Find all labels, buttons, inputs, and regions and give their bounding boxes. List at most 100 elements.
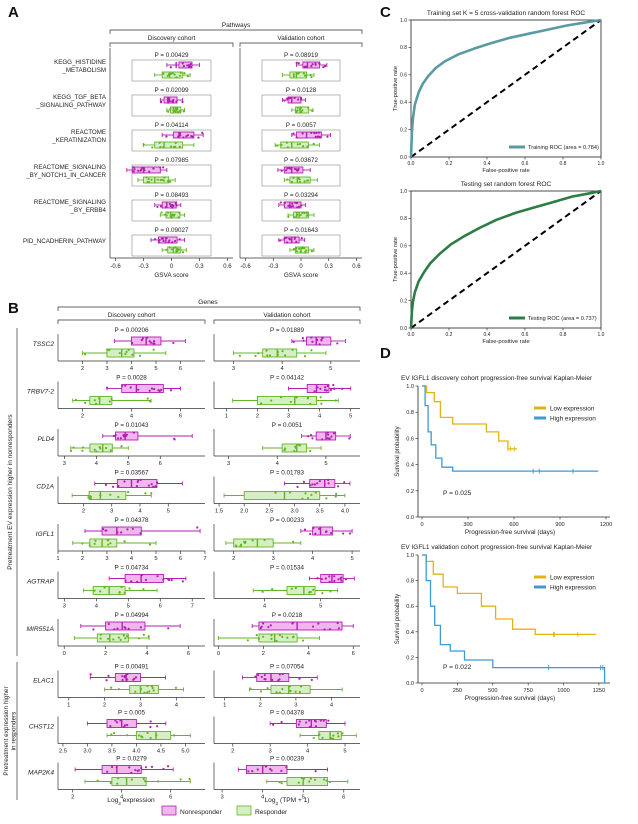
panel-b-responder-point [131, 353, 134, 356]
panel-b-responder-point [81, 542, 84, 545]
panel-b-responder-point [310, 349, 313, 352]
panel-b-nonresponder-point [149, 341, 153, 344]
panel-b-responder-point [266, 687, 269, 690]
panel-b-nonresponder-point [146, 336, 149, 339]
panel-a-responder-point [310, 76, 313, 79]
panel-b-nonresponder-point [308, 719, 311, 722]
panel-b-responder-point [142, 588, 145, 591]
panel-a-responder-point [295, 211, 298, 214]
panel-b-nonresponder-point [105, 679, 108, 682]
panel-b-responder-point [284, 447, 287, 450]
panel-b-tick-label: 4 [130, 556, 134, 562]
panel-a-responder-point [177, 216, 180, 219]
panel-b-nonresponder-point [328, 575, 331, 578]
panel-a-responder-point [303, 246, 306, 250]
panel-b-responder-point [106, 637, 110, 640]
panel-a-responder-point [295, 110, 298, 113]
panel-b-tick-label: 2 [103, 703, 106, 709]
panel-b-p-value: P = 0.005 [118, 710, 146, 717]
panel-b-tick-label: 1 [225, 414, 228, 420]
panel-b-responder-point [156, 780, 160, 783]
panel-b-responder-point [130, 778, 133, 781]
panel-a-responder-point [160, 211, 163, 214]
panel-a-responder-point [286, 178, 289, 181]
panel-a-responder-point [159, 146, 162, 149]
panel-a-responder-point [159, 178, 162, 182]
panel-b-tick-label: 4 [318, 414, 322, 420]
panel-b-nonresponder-point [318, 343, 321, 346]
panel-b-responder-point [302, 777, 306, 780]
legend-nonresponder-swatch [161, 805, 177, 816]
panel-b-responder-point [336, 732, 339, 735]
panel-b-gene-label: IGFL1 [36, 531, 55, 538]
panel-b-responder-box [262, 348, 298, 358]
panel-b-tick-label: 1.5 [215, 509, 223, 515]
panel-b-nonresponder-point [113, 628, 116, 631]
panel-b-tick-label: 3 [63, 461, 66, 467]
panel-b-nonresponder-point [152, 388, 156, 391]
panel-a-responder-point [304, 250, 307, 253]
panel-b-nonresponder-point [324, 530, 328, 534]
panel-b-nonresponder-point [110, 765, 114, 769]
panel-b-tick-label: 6 [169, 795, 172, 801]
panel-b-responder-point [306, 497, 310, 500]
roc-curve [409, 189, 602, 329]
roc-chance-line [410, 19, 602, 158]
panel-a-responder-point [297, 177, 300, 180]
panel-a-nonresponder-point [133, 168, 136, 171]
panel-b-nonresponder-point [260, 675, 263, 679]
roc-y-tick-label: 0.0 [400, 155, 407, 161]
panel-a-nonresponder-point [173, 239, 177, 243]
panel-b-nonresponder-point [126, 673, 129, 676]
panel-a-responder-point [147, 177, 150, 181]
panel-b-nonresponder-point [323, 388, 327, 392]
panel-b-responder-point [93, 448, 96, 451]
panel-a-nonresponder-point [289, 238, 292, 241]
panel-b-nonresponder-point [307, 435, 310, 438]
panel-b-responder-point [303, 355, 307, 358]
km-x-tick-label: 300 [463, 522, 472, 528]
panel-b-tick-label: 3 [105, 556, 108, 562]
panel-b-nonresponder-point [134, 676, 138, 679]
panel-a-nonresponder-point [289, 96, 292, 100]
panel-b-nonresponder-point [105, 386, 109, 389]
panel-a-responder-point [173, 73, 176, 76]
panel-a-nonresponder-point [181, 100, 184, 104]
panel-a-nonresponder-point [142, 167, 146, 170]
panel-b-tick-label: 4 [263, 604, 267, 610]
panel-b-nonresponder-point [168, 578, 171, 582]
panel-b-responder-point [257, 637, 261, 640]
panel-a-responder-point [175, 76, 178, 79]
panel-a-nonresponder-point [296, 206, 299, 209]
panel-b-nonresponder-point [269, 624, 272, 627]
panel-b-responder-point [275, 691, 278, 694]
panel-b-tick-label: 6 [179, 366, 182, 372]
panel-a-tick-label: 0.6 [223, 264, 232, 270]
panel-b-nonresponder-point [291, 622, 294, 625]
panel-b-responder-point [300, 776, 303, 780]
panel-a-row-label: REACTOME_SIGNALING [34, 164, 106, 171]
panel-b-nonresponder-point [148, 340, 151, 343]
panel-a-responder-point [186, 75, 190, 78]
km-x-tick-label: 250 [453, 688, 462, 694]
panel-b-tick-label: 1 [56, 556, 59, 562]
panel-b-responder-point [150, 492, 153, 495]
panel-b-responder-box [233, 538, 274, 548]
panel-b-responder-point [329, 590, 332, 593]
panel-b-tick-label: 4.0 [341, 509, 349, 515]
panel-b-tick-label: 6 [187, 651, 190, 657]
panel-b-responder-point [150, 685, 154, 688]
panel-b-nonresponder-point [322, 719, 325, 722]
panel-b-nonresponder-point [336, 342, 339, 345]
panel-a-p-value: P = 0.08919 [284, 52, 319, 59]
roc-x-tick-label: 0.0 [408, 161, 415, 167]
panel-b-nonresponder-point [144, 578, 148, 582]
panel-b-responder-point [246, 639, 249, 642]
panel-b-responder-point [138, 354, 142, 357]
panel-b-tick-label: 3 [139, 703, 142, 709]
panel-a-row-frame [261, 129, 341, 152]
panel-a-nonresponder-point [159, 166, 162, 169]
panel-b-responder-point [107, 543, 110, 546]
panel-a-responder-point [304, 74, 308, 77]
panel-b-p-value: P = 0.0051 [272, 422, 303, 429]
